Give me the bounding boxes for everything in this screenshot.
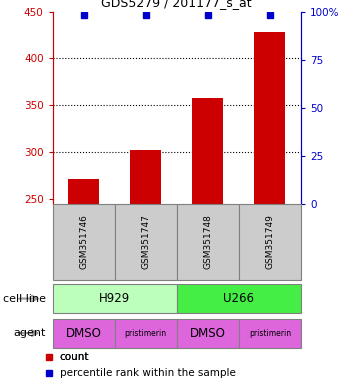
Bar: [53, 319, 115, 348]
Text: count: count: [59, 352, 89, 362]
Bar: [177, 319, 239, 348]
Text: GSM351749: GSM351749: [266, 215, 274, 269]
Text: agent: agent: [14, 328, 46, 338]
Text: DMSO: DMSO: [66, 327, 102, 339]
Text: H929: H929: [99, 292, 130, 305]
Text: DMSO: DMSO: [190, 327, 226, 339]
Text: GSM351748: GSM351748: [203, 215, 212, 269]
Bar: [68, 179, 99, 204]
Bar: [130, 150, 161, 204]
Text: pristimerin: pristimerin: [125, 329, 167, 338]
Text: cell line: cell line: [3, 293, 46, 304]
Bar: [192, 98, 223, 204]
Bar: [239, 319, 301, 348]
Text: count: count: [59, 352, 89, 362]
Text: GSM351747: GSM351747: [141, 215, 150, 269]
Bar: [177, 204, 239, 280]
Title: GDS5279 / 201177_s_at: GDS5279 / 201177_s_at: [101, 0, 252, 9]
Text: percentile rank within the sample: percentile rank within the sample: [59, 368, 235, 378]
Text: U266: U266: [223, 292, 254, 305]
Bar: [53, 284, 177, 313]
Bar: [53, 204, 115, 280]
Bar: [115, 319, 177, 348]
Bar: [177, 284, 301, 313]
Bar: [115, 204, 177, 280]
Bar: [254, 32, 285, 204]
Bar: [239, 204, 301, 280]
Text: GSM351746: GSM351746: [79, 215, 88, 269]
Text: pristimerin: pristimerin: [249, 329, 291, 338]
